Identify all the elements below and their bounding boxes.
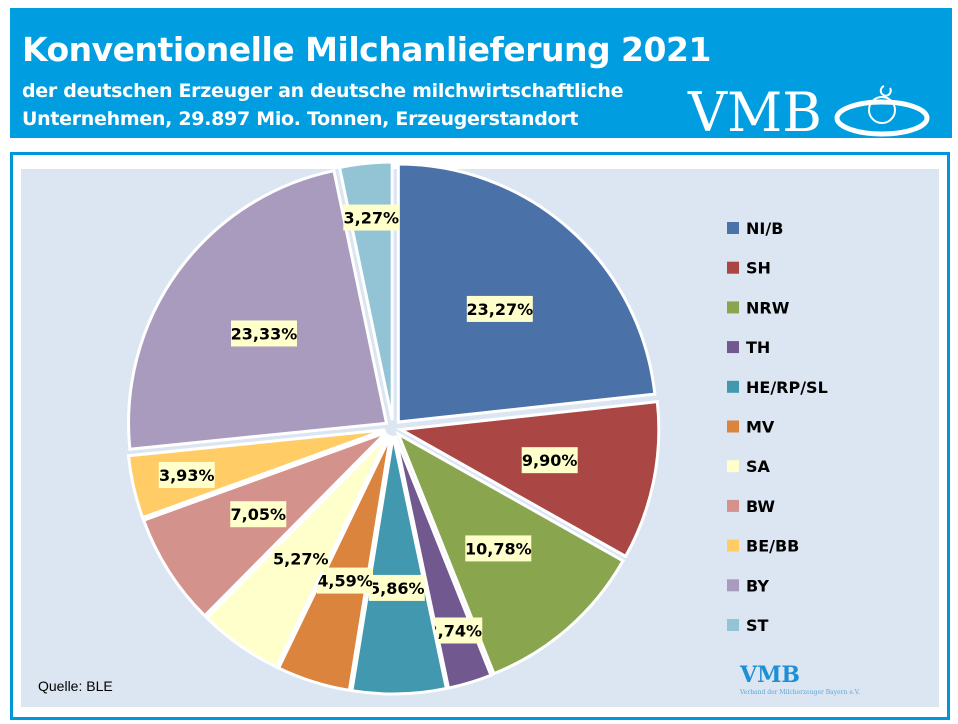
legend-label: MV (746, 418, 775, 437)
header-banner: Konventionelle Milchanlieferung 2021 der… (10, 8, 952, 144)
data-label: 3,93% (159, 466, 215, 485)
legend-swatch (727, 539, 739, 552)
data-label: 4,59% (317, 572, 373, 591)
pie-slice-by (127, 168, 389, 451)
data-label: 23,33% (231, 324, 298, 343)
legend-swatch (727, 579, 739, 592)
pie-slice-mv (276, 434, 393, 693)
data-label: 23,27% (466, 300, 533, 319)
legend-label: NI/B (746, 219, 783, 238)
legend-label: NRW (746, 298, 790, 317)
legend-swatch (727, 619, 739, 631)
data-label: 5,27% (273, 550, 329, 569)
pie-slice-ni-b (396, 162, 657, 424)
legend-swatch (727, 380, 739, 393)
legend-swatch (727, 460, 739, 473)
pie-slice-he-rp-sl (350, 435, 449, 696)
data-label-bg (230, 320, 297, 347)
page-title: Konventionelle Milchanlieferung 2021 (22, 30, 711, 69)
legend-swatch (727, 261, 739, 274)
legend-label: BE/BB (746, 537, 799, 556)
data-label-bg (466, 295, 533, 322)
subtitle-line-1: der deutschen Erzeuger an deutsche milch… (22, 80, 624, 102)
data-label: 2,74% (427, 621, 483, 640)
data-label-bg (272, 545, 329, 572)
data-label: 9,90% (522, 451, 578, 470)
legend-swatch (727, 499, 739, 512)
data-label: 3,27% (344, 209, 400, 228)
legend-label: BW (746, 497, 775, 516)
legend-label: ST (746, 616, 769, 635)
data-label-bg (317, 567, 374, 594)
data-label: 10,78% (465, 539, 532, 558)
data-label-bg (343, 204, 400, 231)
data-label-bg (158, 462, 215, 489)
legend-label: SH (746, 259, 771, 278)
vmb-logo-swirl-icon (834, 85, 930, 137)
vmb-footer-logo: VMB (740, 662, 801, 688)
data-label: 5,86% (369, 579, 425, 598)
subtitle-line-2: Unternehmen, 29.897 Mio. Tonnen, Erzeuge… (22, 108, 579, 130)
legend-label: BY (746, 576, 769, 595)
data-label-bg (465, 535, 532, 562)
legend-label: SA (746, 457, 771, 476)
legend-label: HE/RP/SL (746, 378, 828, 397)
vmb-logo: VMB (688, 81, 822, 144)
data-label-bg (521, 447, 578, 474)
vmb-footer-logo-subtitle: Verband der Milcherzeuger Bayern e.V. (740, 689, 860, 696)
data-label-bg (230, 501, 287, 528)
data-label: 7,05% (230, 505, 286, 524)
legend-swatch (727, 420, 739, 433)
legend-label: TH (746, 338, 770, 357)
source-note: Quelle: BLE (38, 678, 113, 694)
pie-slice-be-bb (126, 428, 386, 520)
legend-swatch (727, 301, 739, 314)
legend-swatch (727, 222, 739, 234)
data-label-bg (368, 574, 425, 601)
legend-swatch (727, 341, 739, 354)
pie-slice-sh (396, 400, 661, 559)
